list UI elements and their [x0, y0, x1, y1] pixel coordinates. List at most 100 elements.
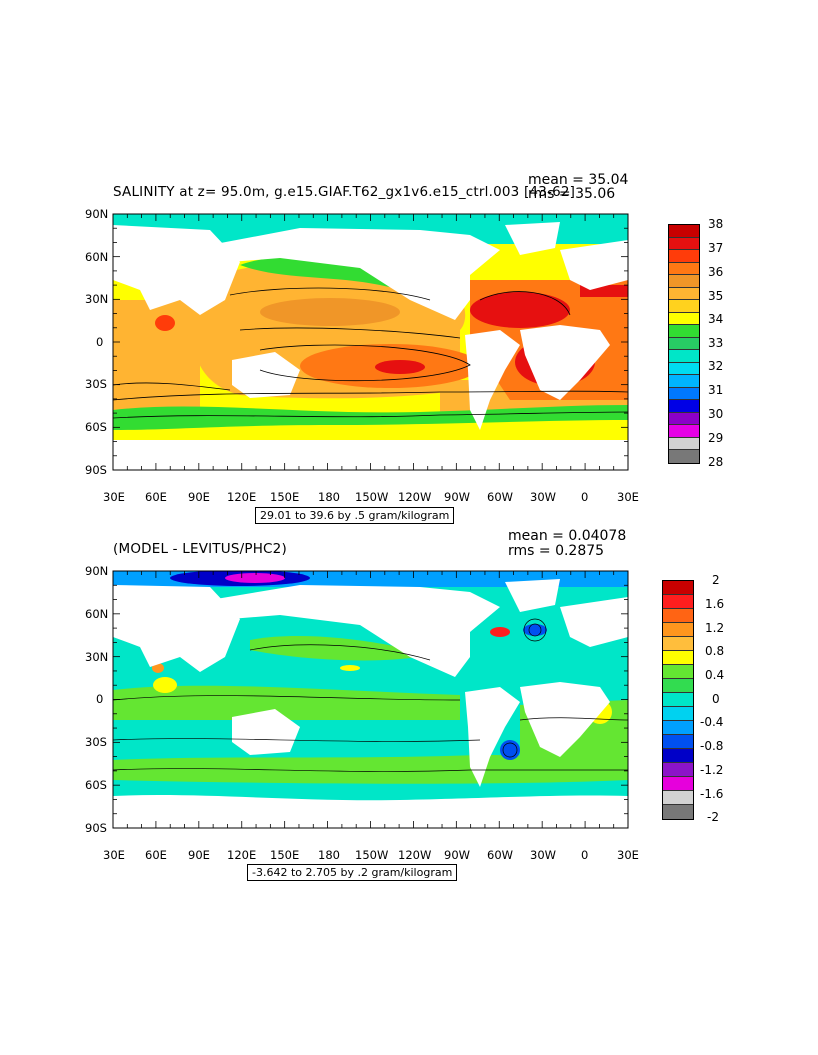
colorbar-label: 32 [708, 359, 724, 373]
colorbar-label: 30 [708, 407, 724, 421]
colorbar-label: -0.4 [700, 715, 724, 729]
colorbar-label: -0.8 [700, 739, 724, 753]
lat-label: 90N [85, 207, 109, 221]
colorbar-segment [669, 237, 699, 251]
north-atlantic-max [470, 292, 570, 328]
colorbar-segment [669, 362, 699, 376]
colorbar-segment [663, 735, 693, 749]
contour-range-box: 29.01 to 39.6 by .5 gram/kilogram [255, 507, 455, 524]
tick-marks [112, 570, 629, 829]
lat-label: 90S [85, 821, 107, 835]
lon-label: 150W [355, 490, 389, 504]
colorbar-segment [669, 400, 699, 413]
colorbar [668, 224, 700, 464]
land [113, 579, 628, 787]
colorbar-segment [663, 791, 693, 805]
mean-label: mean = 0.04078 [508, 528, 627, 544]
lon-label: 90E [188, 490, 210, 504]
colorbar-segment [669, 450, 699, 463]
difference-map [112, 570, 629, 829]
contour-range-box: -3.642 to 2.705 by .2 gram/kilogram [247, 864, 458, 881]
colorbar-segment [663, 679, 693, 693]
colorbar-segment [669, 287, 699, 301]
colorbar-label: 36 [708, 265, 724, 279]
lon-label: 180 [318, 490, 340, 504]
lon-label: 150E [270, 490, 300, 504]
lon-label: 120E [227, 490, 257, 504]
colorbar-label: 33 [708, 336, 724, 350]
colorbar [662, 580, 694, 820]
lon-label: 60E [145, 848, 167, 862]
lon-label: 150E [270, 848, 300, 862]
lon-label: 30E [103, 848, 125, 862]
colorbar-segment [669, 412, 699, 426]
colorbar-segment [663, 749, 693, 763]
colorbar-label: 0 [712, 692, 720, 706]
colorbar-label: 1.6 [705, 597, 725, 611]
rms-label: rms = 0.2875 [508, 543, 605, 559]
lon-label: 90W [444, 848, 471, 862]
lat-label: 0 [96, 692, 104, 706]
contours [113, 618, 628, 772]
colorbar-label: 34 [708, 312, 724, 326]
southern-ocean-front [113, 405, 628, 430]
lon-label: 120W [398, 848, 432, 862]
lat-label: 60N [85, 607, 109, 621]
lon-label: 30W [530, 490, 557, 504]
colorbar-segment [669, 275, 699, 288]
colorbar-segment [669, 350, 699, 363]
lat-label: 60S [85, 420, 107, 434]
colorbar-label: -2 [707, 810, 719, 824]
lat-label: 90N [85, 564, 109, 578]
lat-label: 90S [85, 463, 107, 477]
colorbar-label: 0.8 [705, 644, 725, 658]
rms-label: rms = 35.06 [528, 186, 616, 202]
indian-ocean [113, 314, 200, 400]
colorbar-label: 29 [708, 431, 724, 445]
lon-label: 30E [617, 848, 639, 862]
colorbar-segment [663, 763, 693, 777]
colorbar-segment [669, 225, 699, 238]
colorbar-segment [669, 425, 699, 438]
lat-label: 30N [85, 650, 109, 664]
colorbar-segment [669, 387, 699, 401]
colorbar-label: 2 [712, 573, 720, 587]
lon-label: 90E [188, 848, 210, 862]
lon-label: 30E [103, 490, 125, 504]
lon-label: 60W [487, 848, 514, 862]
lat-label: 60S [85, 778, 107, 792]
colorbar-segment [669, 312, 699, 326]
lat-label: 30S [85, 735, 107, 749]
tropical-positive [113, 685, 460, 720]
colorbar-segment [663, 609, 693, 623]
colorbar-segment [663, 595, 693, 609]
colorbar-segment [669, 437, 699, 451]
lon-label: 180 [318, 848, 340, 862]
colorbar-segment [663, 623, 693, 637]
panel-title: SALINITY at z= 95.0m, g.e15.GIAF.T62_gx1… [113, 184, 576, 200]
colorbar-segment [663, 777, 693, 791]
mean-label: mean = 35.04 [528, 172, 629, 188]
lat-label: 30S [85, 377, 107, 391]
colorbar-segment [663, 581, 693, 595]
colorbar-label: 1.2 [705, 621, 725, 635]
antarctica [113, 795, 628, 828]
colorbar-segment [663, 693, 693, 707]
lat-label: 30N [85, 292, 109, 306]
colorbar-segment [663, 721, 693, 735]
lon-label: 90W [444, 490, 471, 504]
colorbar-label: -1.6 [700, 787, 724, 801]
lon-label: 30E [617, 490, 639, 504]
colorbar-segment [663, 707, 693, 721]
colorbar-label: 37 [708, 241, 724, 255]
colorbar-segment [669, 337, 699, 351]
panel-title: (MODEL - LEVITUS/PHC2) [113, 541, 287, 557]
colorbar-segment [669, 262, 699, 276]
colorbar-label: 31 [708, 383, 724, 397]
lon-label: 60E [145, 490, 167, 504]
colorbar-segment [669, 375, 699, 388]
colorbar-segment [669, 300, 699, 313]
gulf-stream-anomaly [523, 624, 547, 636]
colorbar-label: 35 [708, 289, 724, 303]
colorbar-label: 38 [708, 217, 724, 231]
